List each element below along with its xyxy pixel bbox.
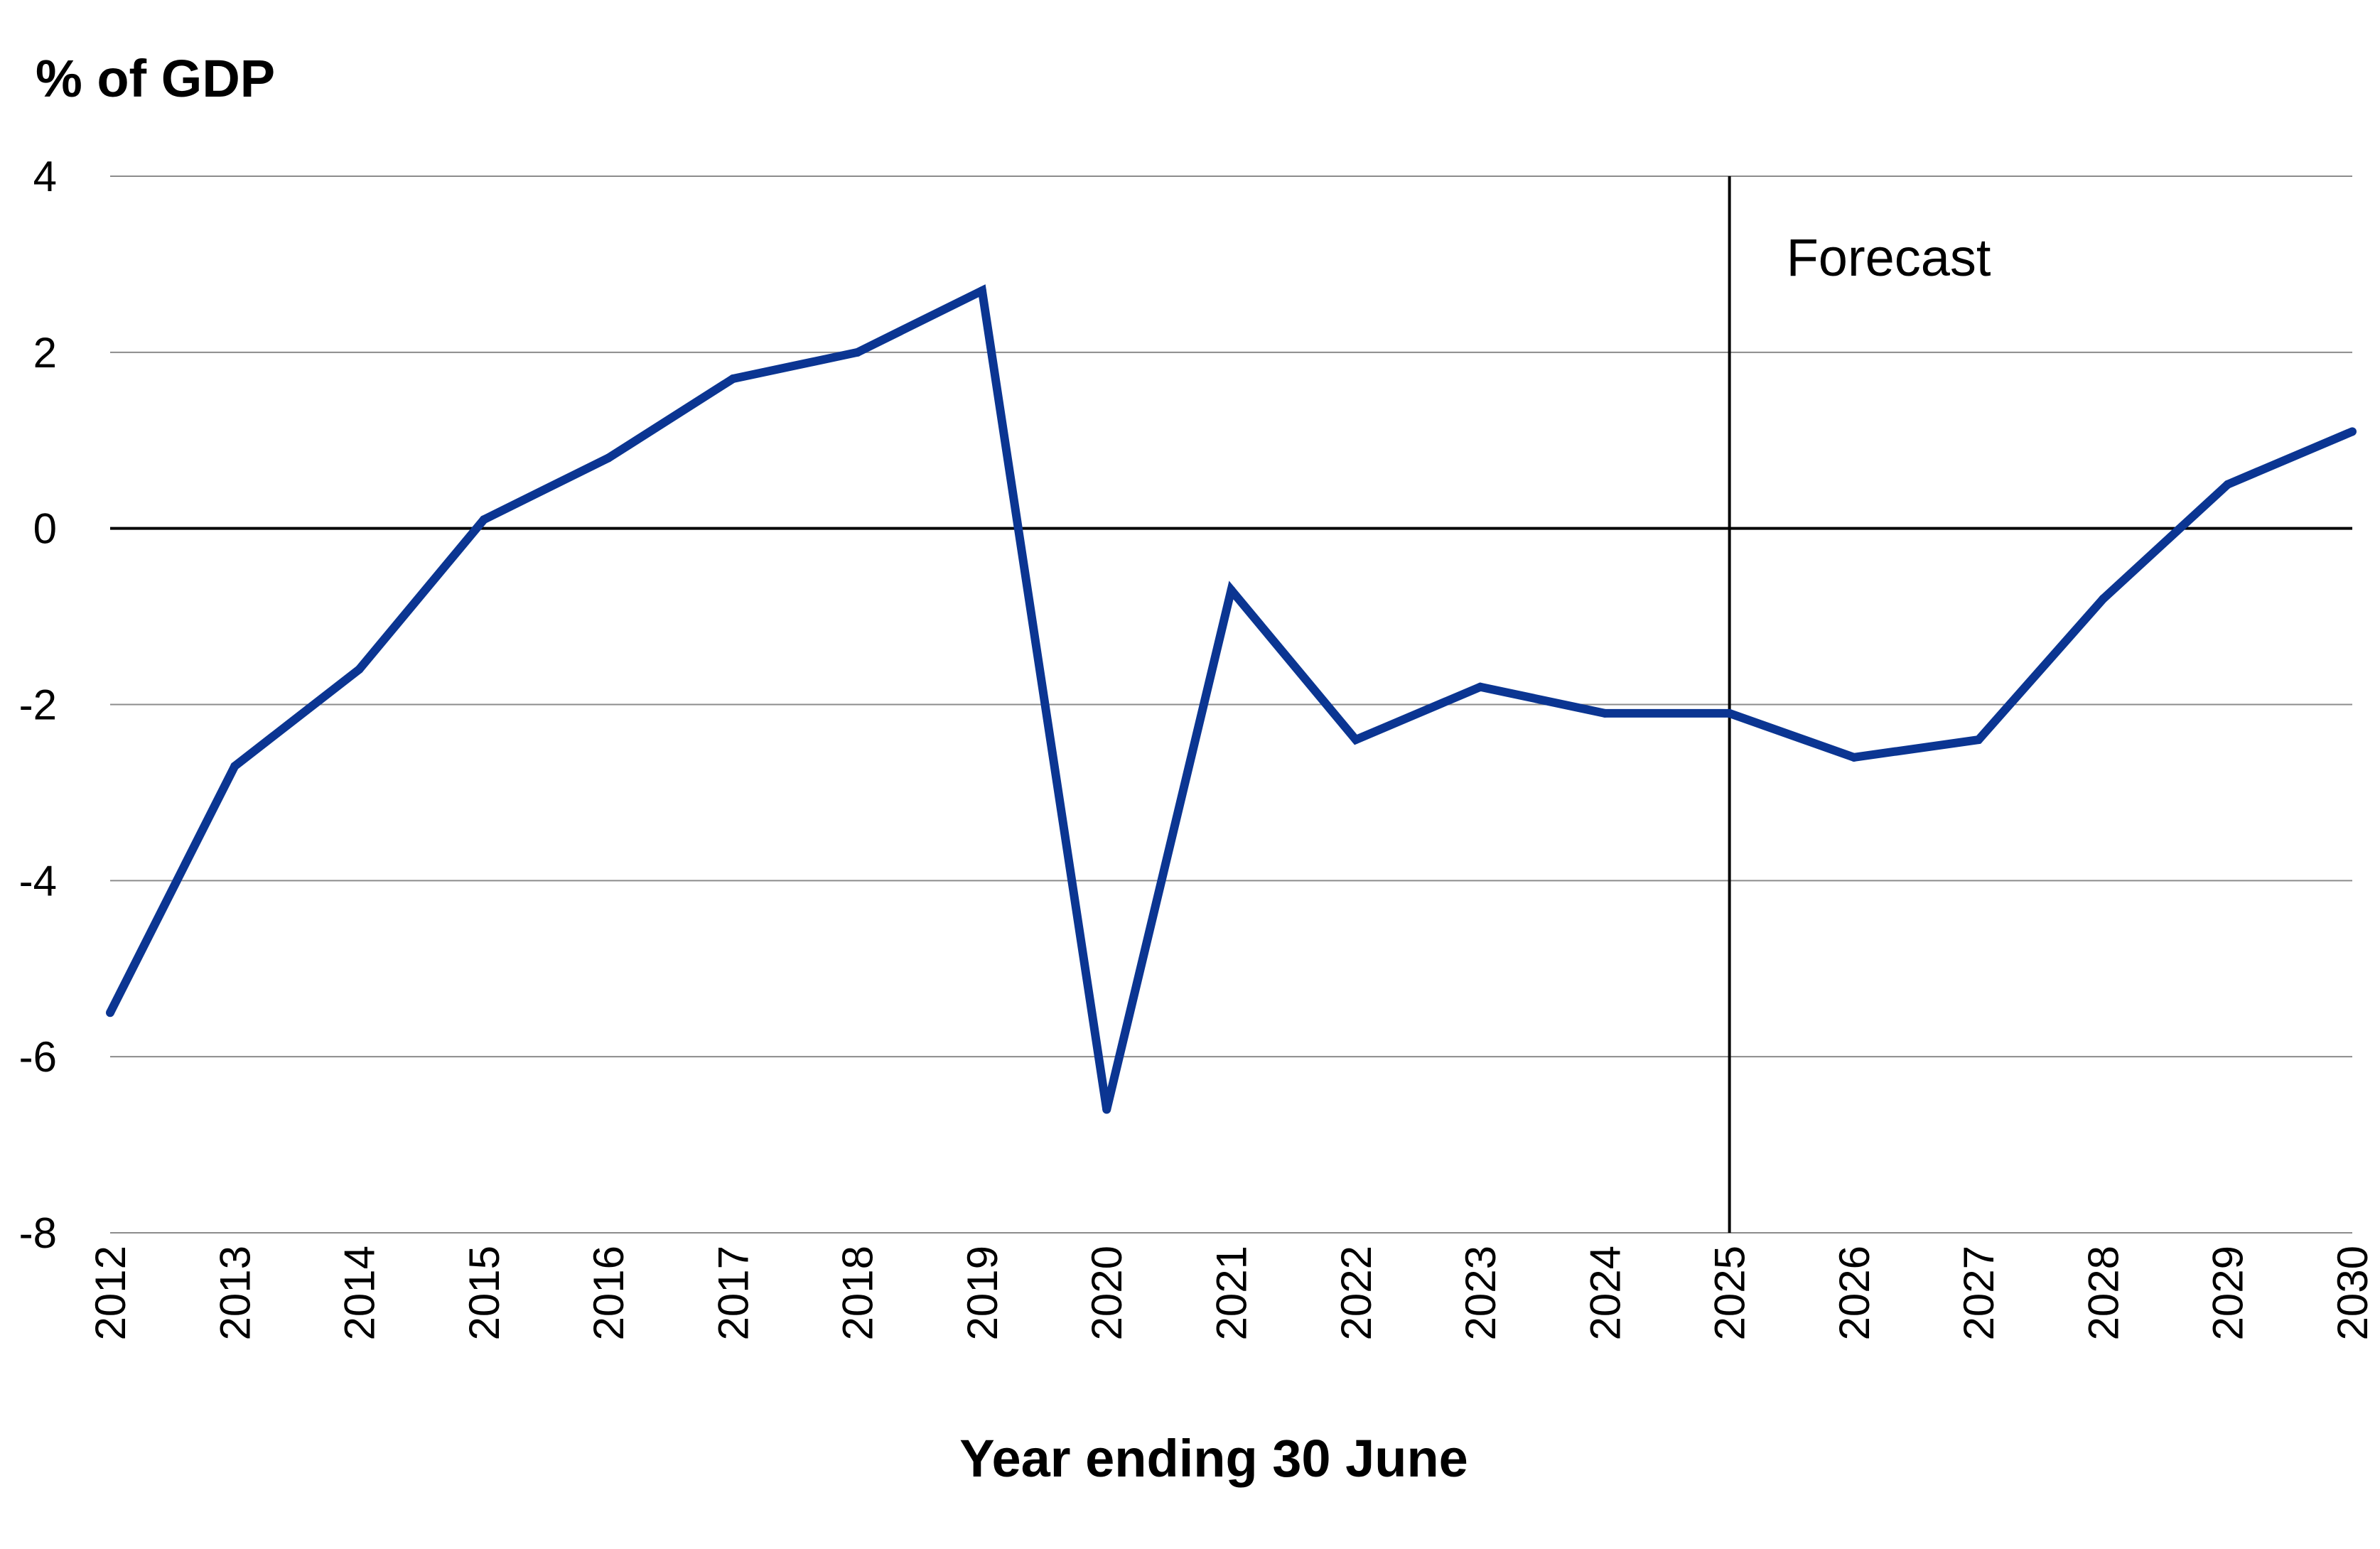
data-point-2026 — [1849, 752, 1858, 762]
x-tick-label: 2018 — [834, 1246, 882, 1340]
data-point-2028 — [2099, 594, 2108, 603]
y-tick-label: -4 — [19, 857, 57, 905]
series-line — [106, 284, 2354, 1111]
data-point-2016 — [604, 453, 613, 463]
data-point-2014 — [355, 664, 364, 674]
x-tick-label: 2016 — [585, 1246, 632, 1340]
data-point-2017 — [728, 374, 738, 384]
y-axis-title: % of GDP — [36, 49, 275, 108]
x-tick-label: 2012 — [87, 1246, 134, 1340]
data-point-2023 — [1476, 682, 1485, 691]
x-tick-label: 2020 — [1083, 1246, 1131, 1340]
x-tick-label: 2025 — [1706, 1246, 1754, 1340]
x-tick-label: 2030 — [2329, 1246, 2376, 1340]
x-axis-title: Year ending 30 June — [959, 1429, 1468, 1488]
gridlines — [110, 176, 2352, 1234]
x-tick-label: 2028 — [2079, 1246, 2127, 1340]
x-tick-label: 2029 — [2204, 1246, 2252, 1340]
data-point-2030 — [2348, 427, 2357, 436]
data-point-2025 — [1725, 708, 1734, 718]
x-tick-label: 2024 — [1581, 1246, 1629, 1340]
data-point-2013 — [230, 762, 239, 771]
x-tick-label: 2023 — [1457, 1246, 1504, 1340]
y-tick-label: -6 — [19, 1033, 57, 1081]
y-tick-label: 4 — [33, 153, 57, 200]
x-tick-label: 2026 — [1831, 1246, 1878, 1340]
data-point-2015 — [479, 515, 488, 524]
data-point-2019 — [977, 286, 986, 296]
data-point-2018 — [853, 347, 862, 357]
x-axis-ticks: 2012 2013 2014 2015 2016 2017 2018 2019 2020 2021… — [87, 1246, 2376, 1340]
x-tick-label: 2019 — [959, 1246, 1006, 1340]
data-point-2021 — [1227, 585, 1236, 595]
data-point-2029 — [2223, 480, 2232, 489]
data-point-2012 — [106, 1008, 114, 1018]
series-points — [106, 286, 2357, 1114]
x-tick-label: 2021 — [1208, 1246, 1256, 1340]
x-tick-label: 2027 — [1955, 1246, 2003, 1340]
x-tick-label: 2013 — [211, 1246, 259, 1340]
y-tick-label: -8 — [19, 1209, 57, 1257]
forecast-annotation: Forecast — [1787, 228, 1991, 287]
x-tick-label: 2017 — [709, 1246, 757, 1340]
y-tick-label: 2 — [33, 329, 57, 377]
data-point-2020 — [1102, 1105, 1111, 1114]
data-point-2027 — [1974, 735, 1983, 745]
y-tick-label: 0 — [33, 505, 57, 553]
y-axis-ticks: 4 2 0 -2 -4 -6 -8 — [19, 153, 57, 1257]
data-point-2022 — [1351, 735, 1360, 745]
x-tick-label: 2014 — [336, 1246, 384, 1340]
x-tick-label: 2015 — [461, 1246, 508, 1340]
y-tick-label: -2 — [19, 681, 57, 729]
data-point-2024 — [1600, 708, 1610, 718]
x-tick-label: 2022 — [1332, 1246, 1380, 1340]
